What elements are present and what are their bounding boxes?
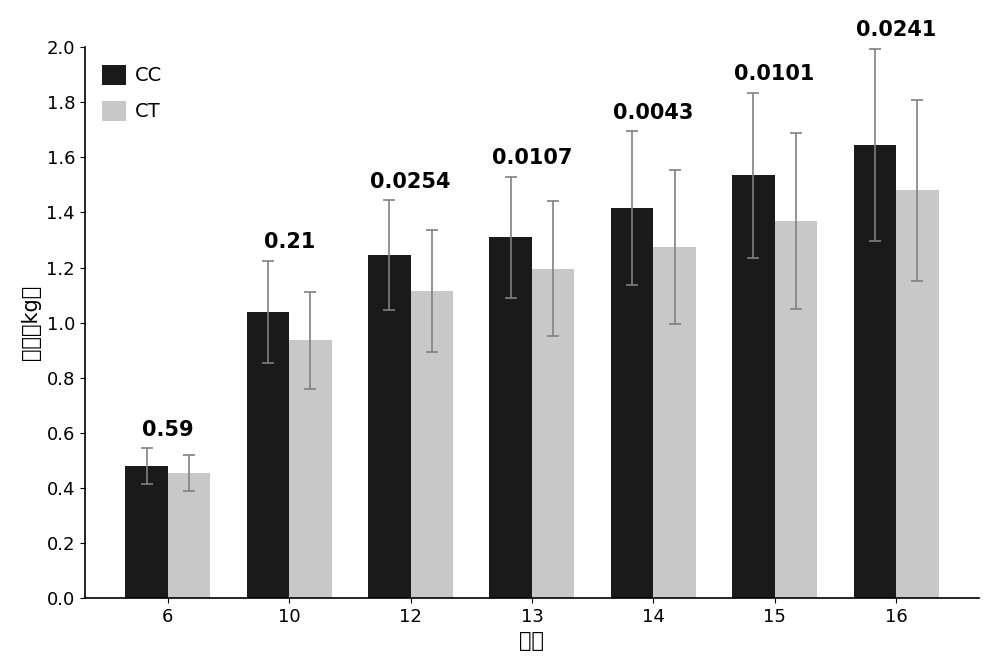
Bar xyxy=(125,466,168,598)
Text: 0.0241: 0.0241 xyxy=(856,20,936,40)
Bar xyxy=(289,341,332,598)
Y-axis label: 体重（kg）: 体重（kg） xyxy=(21,285,41,360)
Bar xyxy=(611,208,653,598)
Bar xyxy=(653,247,696,598)
Text: 0.0043: 0.0043 xyxy=(613,103,693,123)
Bar xyxy=(732,175,775,598)
Bar xyxy=(411,291,453,598)
Text: 0.59: 0.59 xyxy=(142,419,194,439)
Text: 0.0101: 0.0101 xyxy=(734,65,815,85)
Bar xyxy=(854,145,896,598)
Text: 0.21: 0.21 xyxy=(264,233,315,253)
Legend: CC, CT: CC, CT xyxy=(94,57,170,129)
Text: 0.0107: 0.0107 xyxy=(492,149,572,169)
Text: 0.0254: 0.0254 xyxy=(370,172,451,192)
Bar xyxy=(168,472,210,598)
Bar xyxy=(489,237,532,598)
X-axis label: 周龄: 周龄 xyxy=(519,631,544,651)
Bar xyxy=(896,190,939,598)
Bar xyxy=(247,312,289,598)
Bar xyxy=(532,269,574,598)
Bar xyxy=(775,220,817,598)
Bar xyxy=(368,255,411,598)
